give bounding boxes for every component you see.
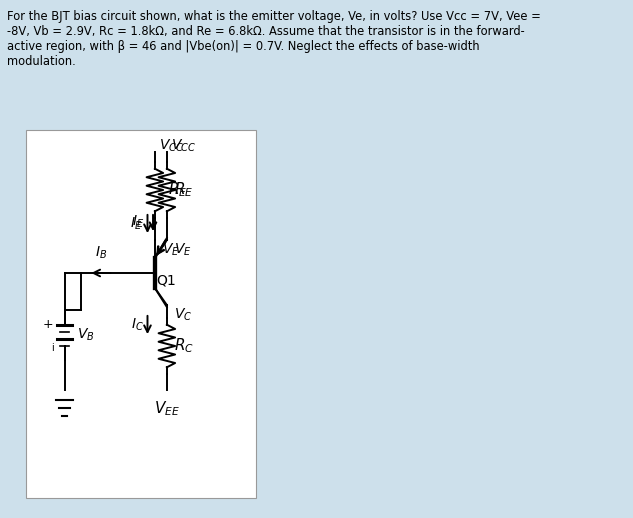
Text: $V_{CC}$: $V_{CC}$ bbox=[170, 138, 196, 154]
Text: active region, with β = 46 and |Vbe(on)| = 0.7V. Neglect the effects of base-wid: active region, with β = 46 and |Vbe(on)|… bbox=[8, 40, 480, 53]
Text: -8V, Vb = 2.9V, Rc = 1.8kΩ, and Re = 6.8kΩ. Assume that the transistor is in the: -8V, Vb = 2.9V, Rc = 1.8kΩ, and Re = 6.8… bbox=[8, 25, 525, 38]
Text: For the BJT bias circuit shown, what is the emitter voltage, Ve, in volts? Use V: For the BJT bias circuit shown, what is … bbox=[8, 10, 541, 23]
Text: $V_E$: $V_E$ bbox=[162, 242, 180, 258]
Text: +: + bbox=[43, 318, 53, 331]
Text: $R_E$: $R_E$ bbox=[174, 181, 194, 199]
Text: $V_C$: $V_C$ bbox=[174, 307, 192, 323]
Text: $V_B$: $V_B$ bbox=[77, 327, 95, 343]
Text: Q1: Q1 bbox=[157, 273, 177, 287]
Text: $V_{EE}$: $V_{EE}$ bbox=[154, 399, 180, 418]
Text: i: i bbox=[51, 342, 53, 353]
Text: $V_E$: $V_E$ bbox=[174, 242, 192, 258]
Text: modulation.: modulation. bbox=[8, 55, 76, 68]
Text: $I_E$: $I_E$ bbox=[130, 216, 142, 233]
Text: $I_E$: $I_E$ bbox=[132, 214, 144, 231]
Text: $R_C$: $R_C$ bbox=[174, 337, 194, 355]
FancyBboxPatch shape bbox=[26, 130, 256, 498]
Text: $V_{CC}$: $V_{CC}$ bbox=[158, 138, 184, 154]
Text: $R_E$: $R_E$ bbox=[168, 181, 187, 199]
Text: $I_B$: $I_B$ bbox=[95, 244, 107, 261]
Text: $I_C$: $I_C$ bbox=[131, 317, 144, 334]
